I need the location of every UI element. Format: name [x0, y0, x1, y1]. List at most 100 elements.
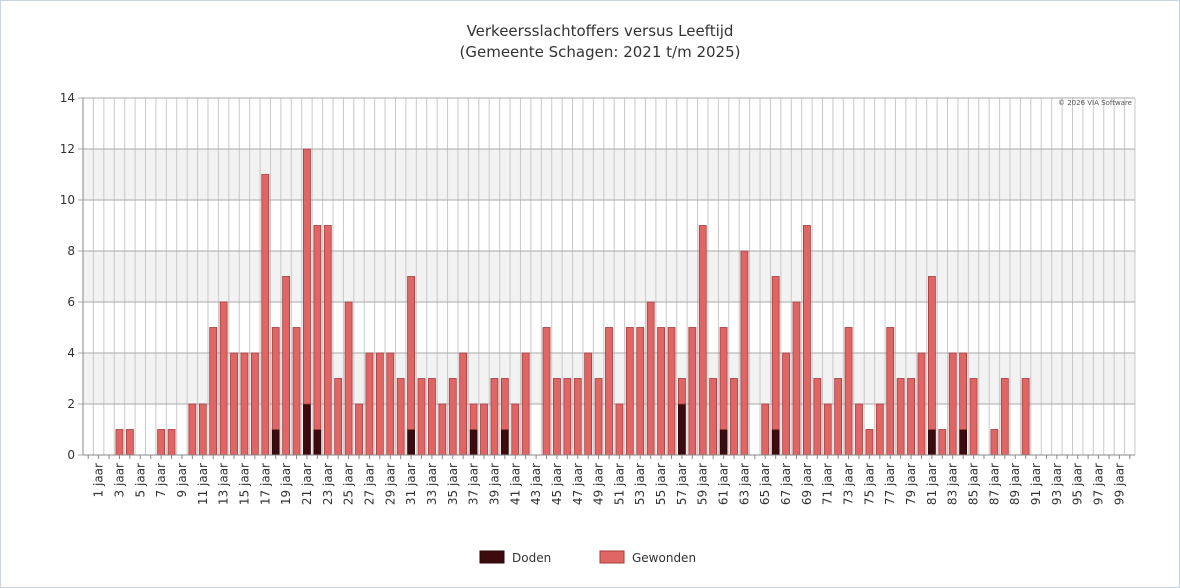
x-tick-label: 39 jaar	[487, 463, 501, 505]
bar-segment	[271, 327, 280, 430]
bar-segment	[678, 403, 686, 456]
bar-segment	[334, 378, 343, 456]
bar-segment	[782, 352, 790, 456]
x-tick-label: 37 jaar	[467, 463, 481, 505]
x-tick-label: 87 jaar	[987, 463, 1001, 505]
bar-segment	[386, 352, 395, 456]
x-tick-label: 43 jaar	[529, 463, 543, 505]
bar-segment	[792, 301, 801, 456]
chart-subtitle: (Gemeente Schagen: 2021 t/m 2025)	[460, 43, 741, 61]
bar-segment	[469, 429, 478, 456]
bar-segment	[771, 429, 780, 456]
bar-segment	[188, 403, 197, 456]
x-tick-label: 79 jaar	[904, 463, 918, 505]
bar-segment	[813, 378, 822, 456]
x-tick-label: 47 jaar	[571, 463, 585, 505]
bar-segment	[271, 429, 280, 456]
bar-segment	[250, 352, 259, 456]
x-tick-label: 81 jaar	[925, 463, 939, 505]
bar-segment	[396, 378, 405, 456]
x-tick-label: 45 jaar	[550, 463, 564, 505]
bar-segment	[115, 429, 124, 456]
bar-segment	[803, 225, 811, 456]
bar-segment	[698, 225, 707, 456]
bar-segment	[1000, 378, 1009, 456]
x-tick-label: 93 jaar	[1050, 463, 1064, 505]
bar-segment	[584, 352, 593, 456]
x-tick-label: 57 jaar	[675, 463, 689, 505]
bar-segment	[771, 276, 780, 430]
y-tick-label: 2	[67, 397, 75, 411]
y-tick-label: 10	[60, 193, 75, 207]
bar-segment	[615, 403, 624, 456]
bar-segment	[313, 429, 322, 456]
bar-segment	[948, 352, 957, 456]
bar-segment	[959, 352, 968, 430]
x-tick-label: 29 jaar	[383, 463, 397, 505]
y-tick-label: 4	[67, 346, 75, 360]
bar-segment	[740, 250, 749, 456]
bar-segment	[209, 327, 218, 456]
chart-title: Verkeersslachtoffers versus Leeftijd	[467, 22, 734, 40]
x-tick-label: 63 jaar	[737, 463, 751, 505]
x-tick-label: 89 jaar	[1008, 463, 1022, 505]
bar-segment	[303, 148, 311, 405]
x-tick-label: 31 jaar	[404, 463, 418, 505]
grid-band	[83, 251, 1135, 302]
x-tick-label: 13 jaar	[217, 463, 231, 505]
credit: © 2026 VIA Software	[1058, 99, 1132, 107]
grid-band	[83, 149, 1135, 200]
bar-segment	[719, 429, 728, 456]
bar-segment	[407, 276, 415, 430]
bar-segment	[594, 378, 603, 456]
x-tick-label: 73 jaar	[842, 463, 856, 505]
x-tick-label: 51 jaar	[612, 463, 626, 505]
x-tick-label: 33 jaar	[425, 463, 439, 505]
bar-segment	[303, 403, 311, 456]
x-tick-label: 83 jaar	[946, 463, 960, 505]
bar-segment	[157, 429, 166, 456]
x-tick-label: 91 jaar	[1029, 463, 1043, 505]
bar-segment	[500, 378, 509, 430]
bar-segment	[959, 429, 968, 456]
bar-segment	[282, 276, 291, 456]
x-tick-label: 25 jaar	[342, 463, 356, 505]
bar-segment	[240, 352, 249, 456]
y-tick-label: 0	[67, 448, 75, 462]
bar-segment	[459, 352, 468, 456]
bar-segment	[646, 301, 655, 456]
legend-label: Doden	[512, 551, 551, 565]
x-tick-label: 11 jaar	[196, 463, 210, 505]
bar-segment	[678, 378, 686, 405]
bar-segment	[917, 352, 926, 456]
bar-segment	[927, 429, 936, 456]
x-tick-label: 15 jaar	[237, 463, 251, 505]
bar-segment	[896, 378, 905, 456]
x-tick-label: 99 jaar	[1112, 463, 1126, 505]
legend-swatch	[479, 550, 505, 564]
x-tick-label: 97 jaar	[1092, 463, 1106, 505]
bar-segment	[761, 403, 770, 456]
x-tick-label: 53 jaar	[633, 463, 647, 505]
bar-segment	[219, 301, 228, 456]
bar-segment	[1021, 378, 1030, 456]
x-tick-label: 67 jaar	[779, 463, 793, 505]
bar-segment	[990, 429, 999, 456]
x-tick-label: 7 jaar	[154, 463, 168, 497]
bar-segment	[469, 403, 478, 430]
bar-segment	[636, 327, 645, 456]
bar-segment	[605, 327, 613, 456]
x-tick-label: 23 jaar	[321, 463, 335, 505]
x-tick-label: 1 jaar	[92, 463, 106, 497]
bar-segment	[344, 301, 353, 456]
x-tick-label: 27 jaar	[362, 463, 376, 505]
bar-segment	[688, 327, 697, 456]
bar-segment	[448, 378, 457, 456]
bar-segment	[125, 429, 134, 456]
bar-segment	[573, 378, 582, 456]
bar-segment	[355, 403, 363, 456]
bar-segment	[417, 378, 426, 456]
x-tick-label: 61 jaar	[717, 463, 731, 505]
bar-segment	[323, 225, 332, 456]
